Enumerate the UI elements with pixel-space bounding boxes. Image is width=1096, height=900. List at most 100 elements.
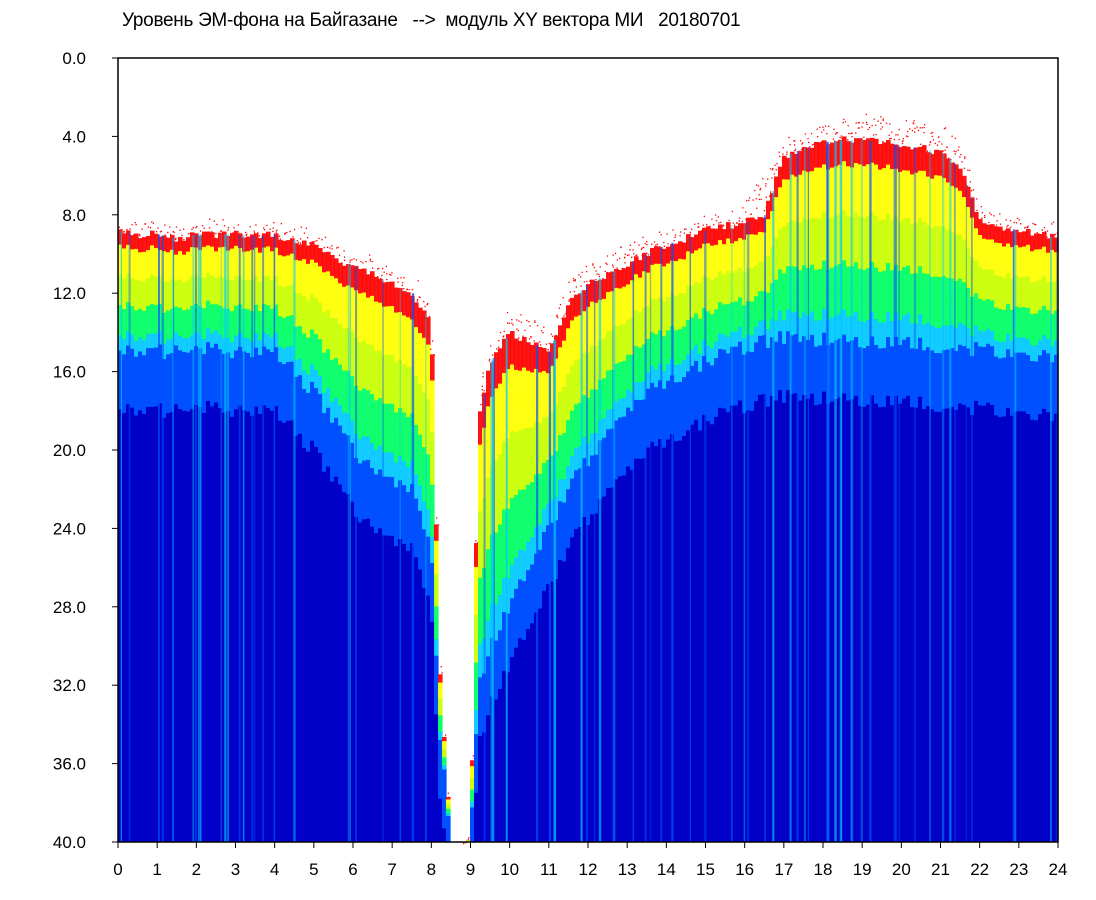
streak [172, 237, 174, 842]
x-tick-label: 6 [348, 860, 357, 879]
y-tick-label: 28.0 [53, 598, 86, 617]
heat-column [1018, 219, 1023, 842]
y-tick-label: 24.0 [53, 519, 86, 538]
heat-column [774, 163, 779, 842]
heat-column [678, 231, 683, 842]
streak [898, 145, 900, 842]
heat-column [1050, 221, 1055, 842]
heat-column [918, 127, 923, 842]
heat-column [546, 342, 551, 842]
heat-column [914, 126, 920, 842]
heat-column [486, 358, 491, 842]
heat-column [746, 197, 751, 842]
heat-column [690, 228, 695, 842]
heat-column [362, 260, 367, 842]
heat-column [890, 131, 896, 842]
heat-column [602, 262, 607, 842]
streak [553, 340, 557, 842]
streak [598, 278, 602, 842]
heat-column [610, 254, 615, 842]
heat-column [886, 123, 891, 842]
heat-column [926, 141, 932, 842]
heat-column [874, 120, 879, 842]
heat-column [154, 227, 159, 842]
streak [612, 271, 614, 842]
heat-column [978, 206, 984, 842]
streak [834, 141, 837, 842]
heat-column [882, 118, 888, 842]
heat-column [322, 236, 327, 842]
heat-column [318, 237, 323, 842]
heat-column [574, 279, 579, 842]
streak [689, 236, 691, 842]
heat-column [1034, 224, 1039, 842]
heat-column [138, 228, 143, 842]
streak [490, 361, 493, 842]
x-tick-label: 12 [579, 860, 598, 879]
heat-column [326, 246, 331, 842]
heat-column [698, 226, 703, 842]
streak [483, 394, 486, 842]
y-tick-label: 16.0 [53, 363, 86, 382]
streak [192, 235, 195, 842]
heat-column [906, 128, 911, 842]
heat-column [618, 246, 623, 842]
y-tick-label: 40.0 [53, 833, 86, 852]
heat-column [694, 222, 699, 842]
heat-column [350, 258, 355, 842]
heat-column [418, 296, 423, 842]
heat-column [446, 792, 451, 843]
heat-column [202, 225, 207, 842]
heat-column [950, 135, 955, 842]
heat-column [402, 277, 407, 842]
streak [839, 140, 843, 843]
heat-column [282, 232, 287, 842]
heat-column [170, 230, 175, 842]
heat-column [1046, 230, 1052, 842]
heat-column [514, 319, 520, 842]
streak [195, 234, 197, 842]
heat-column [814, 128, 819, 842]
heat-column [614, 252, 619, 842]
heat-column [258, 235, 263, 842]
heat-column [234, 224, 240, 842]
streak [220, 234, 222, 842]
heat-column [286, 230, 291, 842]
heat-column [122, 230, 127, 842]
heat-column [1054, 232, 1059, 842]
heat-column [330, 245, 335, 842]
y-tick-label: 36.0 [53, 755, 86, 774]
heat-column [930, 131, 935, 842]
x-tick-label: 1 [152, 860, 161, 879]
heat-column [902, 120, 908, 842]
streak [704, 231, 707, 843]
heat-column [214, 223, 219, 842]
streak [660, 247, 663, 842]
x-tick-label: 16 [735, 860, 754, 879]
heat-column [226, 227, 231, 842]
heat-column [378, 267, 383, 842]
streak [632, 261, 635, 842]
heat-column [254, 224, 259, 842]
heat-column [426, 302, 431, 842]
x-tick-label: 2 [192, 860, 201, 879]
heat-column [634, 241, 639, 842]
heat-column [190, 227, 195, 842]
heat-column [730, 210, 736, 842]
heat-column [558, 303, 563, 842]
heat-column [798, 140, 803, 842]
x-tick-label: 4 [270, 860, 279, 879]
heat-column [714, 214, 719, 842]
heat-column [754, 184, 760, 842]
heat-column [710, 218, 715, 842]
heat-column [898, 128, 904, 842]
streak [764, 214, 766, 843]
x-tick-label: 20 [892, 860, 911, 879]
streak [772, 190, 775, 843]
heat-column [822, 125, 827, 842]
heat-column [338, 254, 343, 842]
heat-column [794, 144, 799, 842]
heat-column [182, 228, 187, 842]
heat-column [606, 255, 611, 842]
y-tick-label: 8.0 [62, 206, 86, 225]
